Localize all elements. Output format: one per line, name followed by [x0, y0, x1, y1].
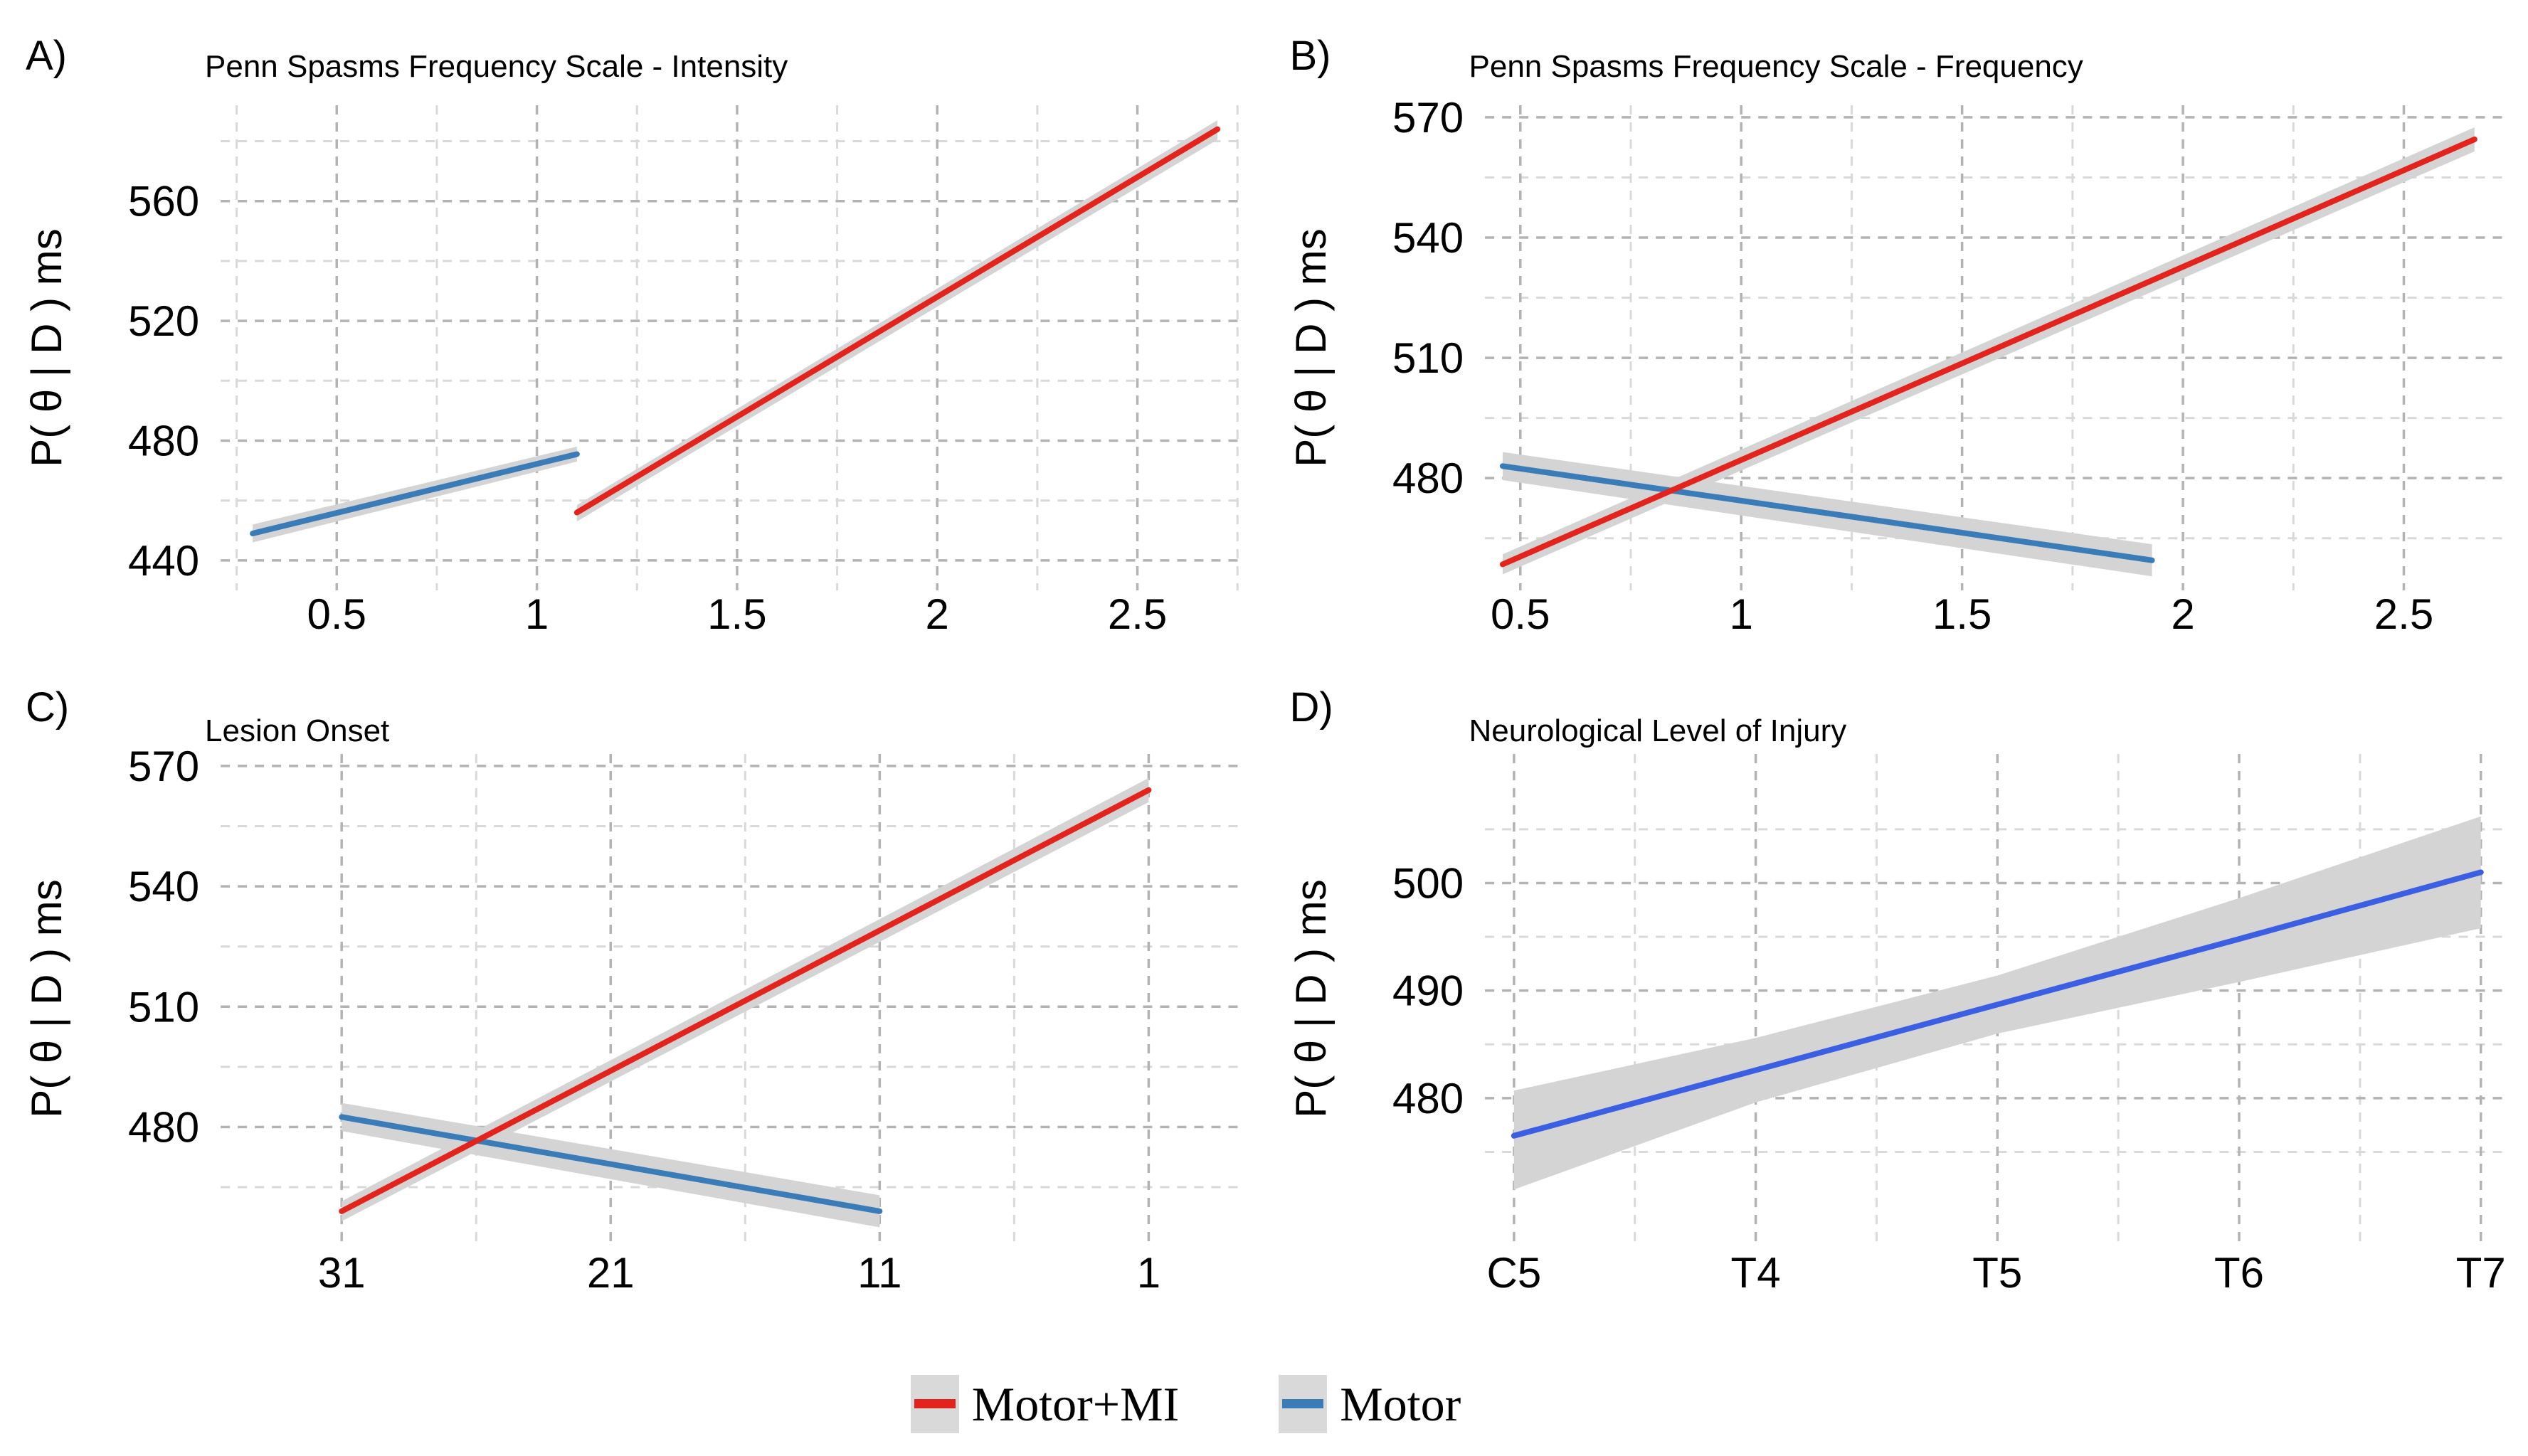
panel-b-letter: B) [1289, 33, 1331, 79]
y-tick-label: 520 [128, 297, 199, 345]
y-tick-label: 560 [128, 178, 199, 225]
regression-line [1499, 463, 2155, 563]
panel-c: C) Lesion Onset P( θ | D ) ms 480 510 540 5… [0, 676, 1264, 1351]
regression-line [250, 451, 580, 537]
x-tick-label: 0.5 [1491, 590, 1550, 638]
regression-line [339, 787, 1152, 1214]
panel-b-plot: P( θ | D ) ms 480 510 540 570 0.5 1 1.5 2 2.5 [1287, 94, 2510, 638]
regression-line [1511, 869, 2484, 1139]
x-tick-label: 2.5 [2374, 590, 2433, 638]
figure-row-bottom: C) Lesion Onset P( θ | D ) ms 480 510 540 5… [0, 676, 2528, 1351]
y-tick-label: 540 [1392, 214, 1463, 262]
y-tick-label: 480 [128, 1103, 199, 1151]
y-tick-label: 480 [1392, 1075, 1463, 1122]
x-tick-label: 1 [1729, 590, 1752, 638]
panel-d-letter: D) [1289, 684, 1333, 730]
y-tick-label: 510 [1392, 334, 1463, 382]
legend-item-motor: Motor [1279, 1374, 1461, 1433]
panel-d: D) Neurological Level of Injury P( θ | D… [1264, 676, 2528, 1351]
x-tick-label: 1 [525, 590, 549, 638]
y-tick-label: 570 [128, 743, 199, 790]
y-tick-label: 440 [128, 537, 199, 585]
panel-b-title: Penn Spasms Frequency Scale - Frequency [1469, 49, 2083, 84]
y-tick-label: 510 [128, 983, 199, 1031]
x-tick-label: 2 [926, 590, 949, 638]
x-tick-label: 31 [318, 1249, 366, 1297]
panel-c-y-axis-label: P( θ | D ) ms [23, 879, 70, 1118]
panel-c-letter: C) [26, 684, 70, 730]
panel-a-letter: A) [26, 33, 67, 79]
panel-c-title: Lesion Onset [205, 713, 390, 748]
panel-d-y-axis-label: P( θ | D ) ms [1287, 879, 1335, 1118]
legend-label-motor: Motor [1340, 1376, 1461, 1431]
regression-line [573, 126, 1221, 516]
x-tick-label: 21 [587, 1249, 635, 1297]
y-tick-label: 500 [1392, 859, 1463, 907]
y-tick-label: 570 [1392, 94, 1463, 142]
panel-a-y-axis-label: P( θ | D ) ms [23, 228, 70, 467]
x-tick-label: T6 [2214, 1249, 2263, 1297]
x-tick-label: 11 [857, 1249, 901, 1297]
x-tick-label: 1.5 [1932, 590, 1991, 638]
legend-item-motor-mi: Motor+MI [910, 1374, 1180, 1433]
y-tick-label: 480 [1392, 455, 1463, 502]
legend: Motor+MI Motor [0, 1351, 2450, 1456]
blue-line-icon [1282, 1399, 1324, 1408]
x-tick-label: 1.5 [707, 590, 766, 638]
y-tick-label: 480 [128, 418, 199, 465]
x-tick-label: 0.5 [307, 590, 366, 638]
panel-b-y-axis-label: P( θ | D ) ms [1287, 228, 1335, 467]
panel-a-plot: P( θ | D ) ms 440 480 520 560 0.5 1 1.5 2 2.5 [23, 105, 1246, 638]
legend-key-swatch-red [910, 1374, 959, 1433]
panel-b-plot-layer: 480 510 540 570 0.5 1 1.5 2 2.5 [1392, 94, 2510, 638]
figure-row-top: A) Penn Spasms Frequency Scale - Intensi… [0, 0, 2528, 676]
regression-line [339, 1114, 883, 1214]
panel-a-title: Penn Spasms Frequency Scale - Intensity [205, 49, 788, 84]
regression-line [1499, 136, 2477, 568]
panel-b: B) Penn Spasms Frequency Scale - Frequen… [1264, 0, 2528, 676]
panel-a-plot-layer: 440 480 520 560 0.5 1 1.5 2 2.5 [128, 105, 1246, 638]
red-line-icon [914, 1399, 956, 1408]
panel-a: A) Penn Spasms Frequency Scale - Intensi… [0, 0, 1264, 676]
legend-key-swatch-blue [1279, 1374, 1328, 1433]
panel-d-plot: P( θ | D ) ms 480 490 500 C5 T4 T5 T6 T7 [1287, 754, 2510, 1297]
x-tick-label: T7 [2455, 1249, 2505, 1297]
x-tick-label: 2 [2171, 590, 2194, 638]
y-tick-label: 490 [1392, 967, 1463, 1015]
legend-label-motor-mi: Motor+MI [971, 1376, 1180, 1431]
y-tick-label: 540 [128, 863, 199, 910]
x-tick-label: T4 [1730, 1249, 1780, 1297]
x-tick-label: C5 [1486, 1249, 1541, 1297]
x-tick-label: 1 [1137, 1249, 1160, 1297]
x-tick-label: 2.5 [1108, 590, 1167, 638]
x-tick-label: T5 [1972, 1249, 2022, 1297]
panel-d-title: Neurological Level of Injury [1469, 713, 1847, 748]
panel-d-plot-layer: 480 490 500 C5 T4 T5 T6 T7 [1392, 754, 2510, 1297]
